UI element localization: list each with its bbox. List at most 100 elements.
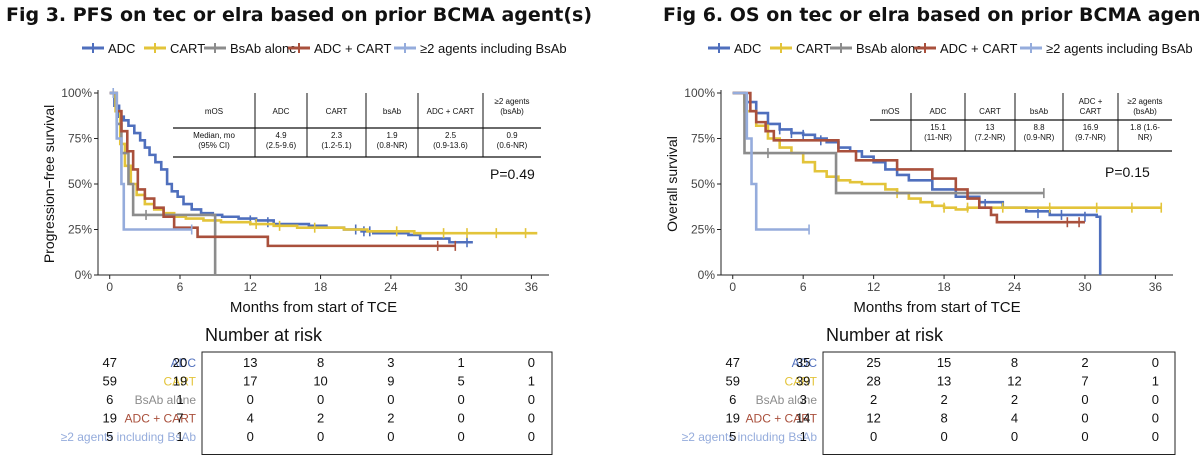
inset-table-cell: 1.9 [386,131,398,140]
inset-table-header: ≥2 agents [1127,97,1162,106]
risk-cell: 10 [313,374,327,389]
km-curve [732,91,1085,224]
figure-title-os: Fig 6. OS on tec or elra based on prior … [663,4,1200,26]
inset-table-cell: (9.7-NR) [1075,133,1106,142]
risk-table-title: Number at risk [205,325,323,345]
x-axis-label: Months from start of TCE [853,299,1020,316]
risk-cell: 0 [387,429,394,444]
risk-cell: 5 [729,429,736,444]
risk-table-title: Number at risk [826,325,944,345]
y-tick-label: 50% [68,177,92,191]
y-axis-label: Progression−free survival [41,105,57,263]
legend-label: ≥2 agents including BsAb [1046,41,1193,56]
risk-table-frame [201,351,553,455]
risk-row-label: CART [164,375,197,389]
risk-cell: 0 [1081,392,1088,407]
x-tick-label: 24 [384,280,398,294]
risk-cell: 6 [106,392,113,407]
inset-table-cell: 15.1 [930,123,946,132]
risk-row-label: BsAb alone [756,393,818,407]
y-tick-label: 0% [75,268,93,282]
risk-cell: 47 [726,355,740,370]
inset-table-header: CART [326,107,348,116]
risk-cell: 0 [247,429,254,444]
risk-cell: 0 [1152,429,1159,444]
legend-item: ≥2 agents including BsAb [394,41,567,56]
x-tick-label: 24 [1008,280,1022,294]
inset-table-cell: (7.2-NR) [975,133,1006,142]
risk-cell: 6 [729,392,736,407]
legend-item: ADC [708,41,761,56]
risk-cell: 0 [528,392,535,407]
x-tick-label: 36 [1149,280,1163,294]
legend-label: ADC + CART [314,41,391,56]
risk-cell: 5 [106,429,113,444]
legend-item: BsAb alone [204,41,297,56]
legend-item: ADC + CART [914,41,1017,56]
risk-cell: 19 [726,411,740,426]
risk-cell: 9 [387,374,394,389]
risk-cell: 19 [102,411,116,426]
x-tick-label: 18 [314,280,328,294]
risk-cell: 2 [1011,392,1018,407]
legend-label: CART [170,41,205,56]
legend-item: ≥2 agents including BsAb [1020,41,1193,56]
x-tick-label: 30 [454,280,468,294]
risk-cell: 13 [937,374,951,389]
inset-table-cell: (2.5-9.6) [266,141,297,150]
risk-cell: 20 [173,355,187,370]
inset-table-cell: 2.3 [331,131,343,140]
km-panel-os: ADC CART BsAb alone ADC + CART ≥2 agents inc… [664,41,1193,455]
risk-cell: 17 [243,374,257,389]
inset-table-header: (bsAb) [500,107,524,116]
risk-cell: 2 [940,392,947,407]
inset-table-header: mOS [881,107,899,116]
y-tick-label: 75% [691,132,715,146]
legend-item: CART [144,41,205,56]
x-tick-label: 36 [525,280,539,294]
risk-cell: 0 [870,429,877,444]
inset-table-header: CART [1080,107,1102,116]
y-tick-label: 100% [61,86,92,100]
risk-cell: 0 [1152,392,1159,407]
risk-cell: 8 [317,355,324,370]
risk-cell: 0 [528,429,535,444]
x-tick-label: 12 [867,280,881,294]
risk-cell: 0 [1081,429,1088,444]
risk-row-label: ≥2 agents including BsAb [682,430,818,444]
risk-cell: 7 [176,411,183,426]
inset-table-cell: (1.2-5.1) [321,141,352,150]
inset-table-cell: 16.9 [1083,123,1099,132]
y-tick-label: 25% [68,223,92,237]
x-tick-label: 18 [937,280,951,294]
inset-table-header: bsAb [383,107,402,116]
inset-table-cell: NR) [1138,133,1153,142]
km-curve [109,91,456,248]
risk-row-label: ADC + CART [125,412,197,426]
risk-cell: 1 [800,429,807,444]
y-tick-label: 0% [698,268,716,282]
p-value: P=0.15 [1105,164,1150,180]
inset-table-header: ADC [930,107,947,116]
legend-label: BsAb alone [230,41,297,56]
x-tick-label: 6 [800,280,807,294]
x-tick-label: 30 [1078,280,1092,294]
risk-table-frame [822,351,1176,455]
inset-table-cell: 8.8 [1033,123,1045,132]
risk-row-label: ADC [171,356,197,370]
inset-table-cell: 13 [986,123,995,132]
legend-label: ADC + CART [940,41,1017,56]
y-axis-label: Overall survival [664,136,680,232]
inset-table-header: ADC + [1079,97,1103,106]
km-panel-pfs: ADC CART BsAb alone ADC + CART ≥2 agents inc… [41,41,567,455]
risk-row-label: CART [785,375,818,389]
risk-row-label: ≥2 agents including BsAb [61,430,197,444]
risk-cell: 39 [796,374,810,389]
inset-table-cell: (11-NR) [924,133,952,142]
risk-cell: 7 [1081,374,1088,389]
risk-cell: 0 [247,392,254,407]
risk-cell: 5 [458,374,465,389]
risk-cell: 15 [937,355,951,370]
legend-item: CART [770,41,831,56]
